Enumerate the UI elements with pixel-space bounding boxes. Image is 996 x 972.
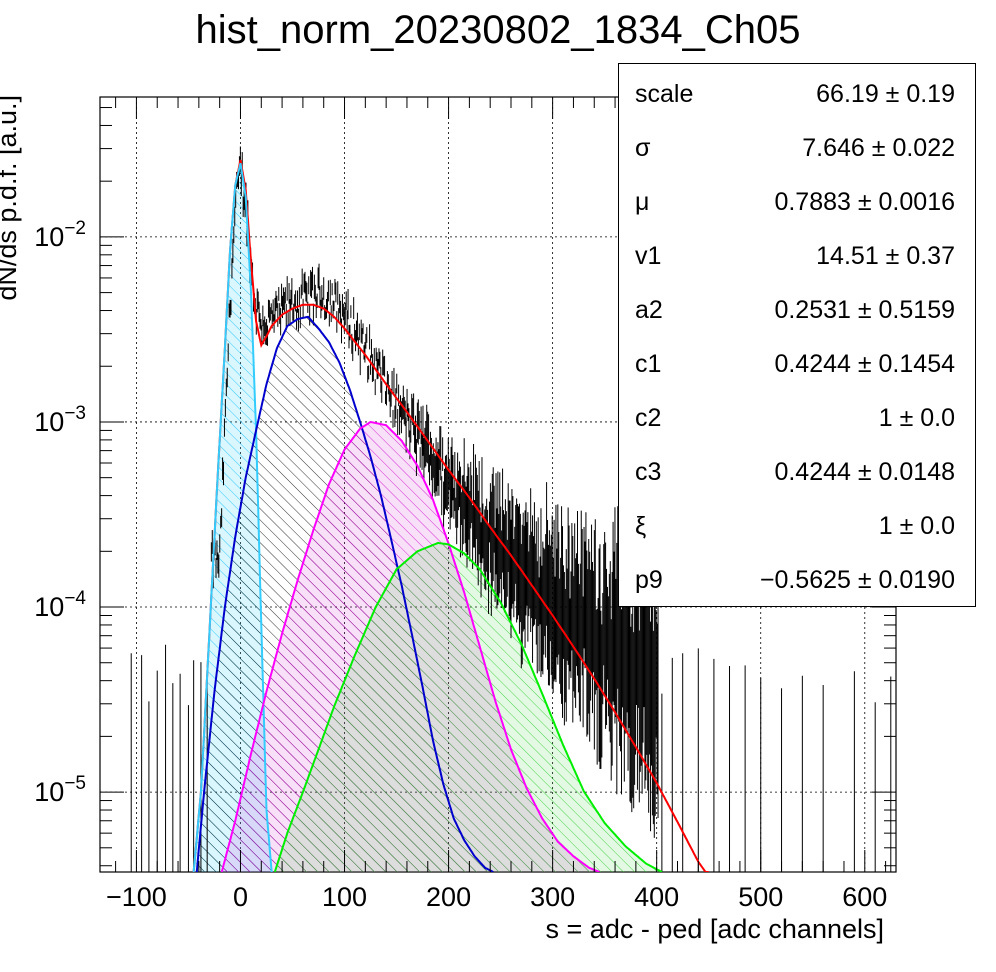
stats-param-value: 1 ± 0.0 (878, 404, 955, 432)
stats-param-value: 1 ± 0.0 (878, 512, 955, 540)
stats-param-name: a2 (635, 296, 663, 324)
fit-curve (220, 420, 600, 872)
stats-param-name: c2 (635, 404, 662, 432)
stats-row: c3 0.4244 ± 0.0148 (619, 444, 975, 498)
stats-param-value: 66.19 ± 0.19 (816, 80, 955, 108)
x-tick-label: 600 (842, 882, 887, 912)
fit-curve (273, 541, 663, 872)
x-axis-label: s = adc - ped [adc channels] (546, 914, 884, 944)
stats-param-name: c1 (635, 350, 662, 378)
component-fill-hatch (274, 542, 662, 872)
component-fills (193, 163, 662, 872)
stats-param-name: σ (635, 134, 651, 162)
fit-stats-box: scale 66.19 ± 0.19 σ 7.646 ± 0.022 μ 0.7883 ±… (618, 63, 976, 607)
x-tick-label: 0 (233, 882, 248, 912)
fit-curve (192, 162, 273, 872)
x-tick-label: 300 (530, 882, 575, 912)
chart-title: hist_norm_20230802_1834_Ch05 (195, 8, 801, 52)
stats-row: v1 14.51 ± 0.37 (619, 228, 975, 282)
x-tick-label: 200 (426, 882, 471, 912)
stats-param-value: 0.7883 ± 0.0016 (774, 188, 955, 216)
stats-row: a2 0.2531 ± 0.5159 (619, 282, 975, 336)
stats-row: μ 0.7883 ± 0.0016 (619, 174, 975, 228)
stats-param-value: 0.4244 ± 0.1454 (774, 350, 955, 378)
fit-curve (195, 315, 494, 872)
fit-curve (192, 159, 709, 872)
stats-row: c1 0.4244 ± 0.1454 (619, 336, 975, 390)
stats-param-value: −0.5625 ± 0.0190 (759, 566, 955, 594)
x-tick-label: −100 (106, 882, 167, 912)
stats-param-name: scale (635, 80, 694, 108)
stats-param-name: ξ (635, 512, 647, 540)
y-axis-label: dN/ds p.d.f. [a.u.] (0, 95, 22, 301)
stats-param-name: c3 (635, 458, 662, 486)
stats-row: c2 1 ± 0.0 (619, 390, 975, 444)
x-tick-label: 100 (322, 882, 367, 912)
stats-param-value: 14.51 ± 0.37 (816, 242, 955, 270)
y-tick-label: 10−3 (34, 403, 86, 437)
stats-param-name: p9 (635, 566, 663, 594)
stats-param-value: 0.2531 ± 0.5159 (774, 296, 955, 324)
stats-row: p9 −0.5625 ± 0.0190 (619, 552, 975, 606)
y-tick-label: 10−2 (34, 218, 86, 252)
y-tick-label: 10−4 (34, 588, 86, 622)
stats-param-value: 0.4244 ± 0.0148 (774, 458, 955, 486)
stats-row: σ 7.646 ± 0.022 (619, 120, 975, 174)
stats-param-value: 7.646 ± 0.022 (802, 134, 955, 162)
stats-param-name: v1 (635, 242, 662, 270)
x-tick-label: 500 (738, 882, 783, 912)
stats-param-name: μ (635, 188, 650, 216)
y-tick-label: 10−5 (34, 773, 86, 807)
fit-curves (192, 159, 709, 872)
x-tick-label: 400 (634, 882, 679, 912)
stats-row: ξ 1 ± 0.0 (619, 498, 975, 552)
stats-row: scale 66.19 ± 0.19 (619, 66, 975, 120)
